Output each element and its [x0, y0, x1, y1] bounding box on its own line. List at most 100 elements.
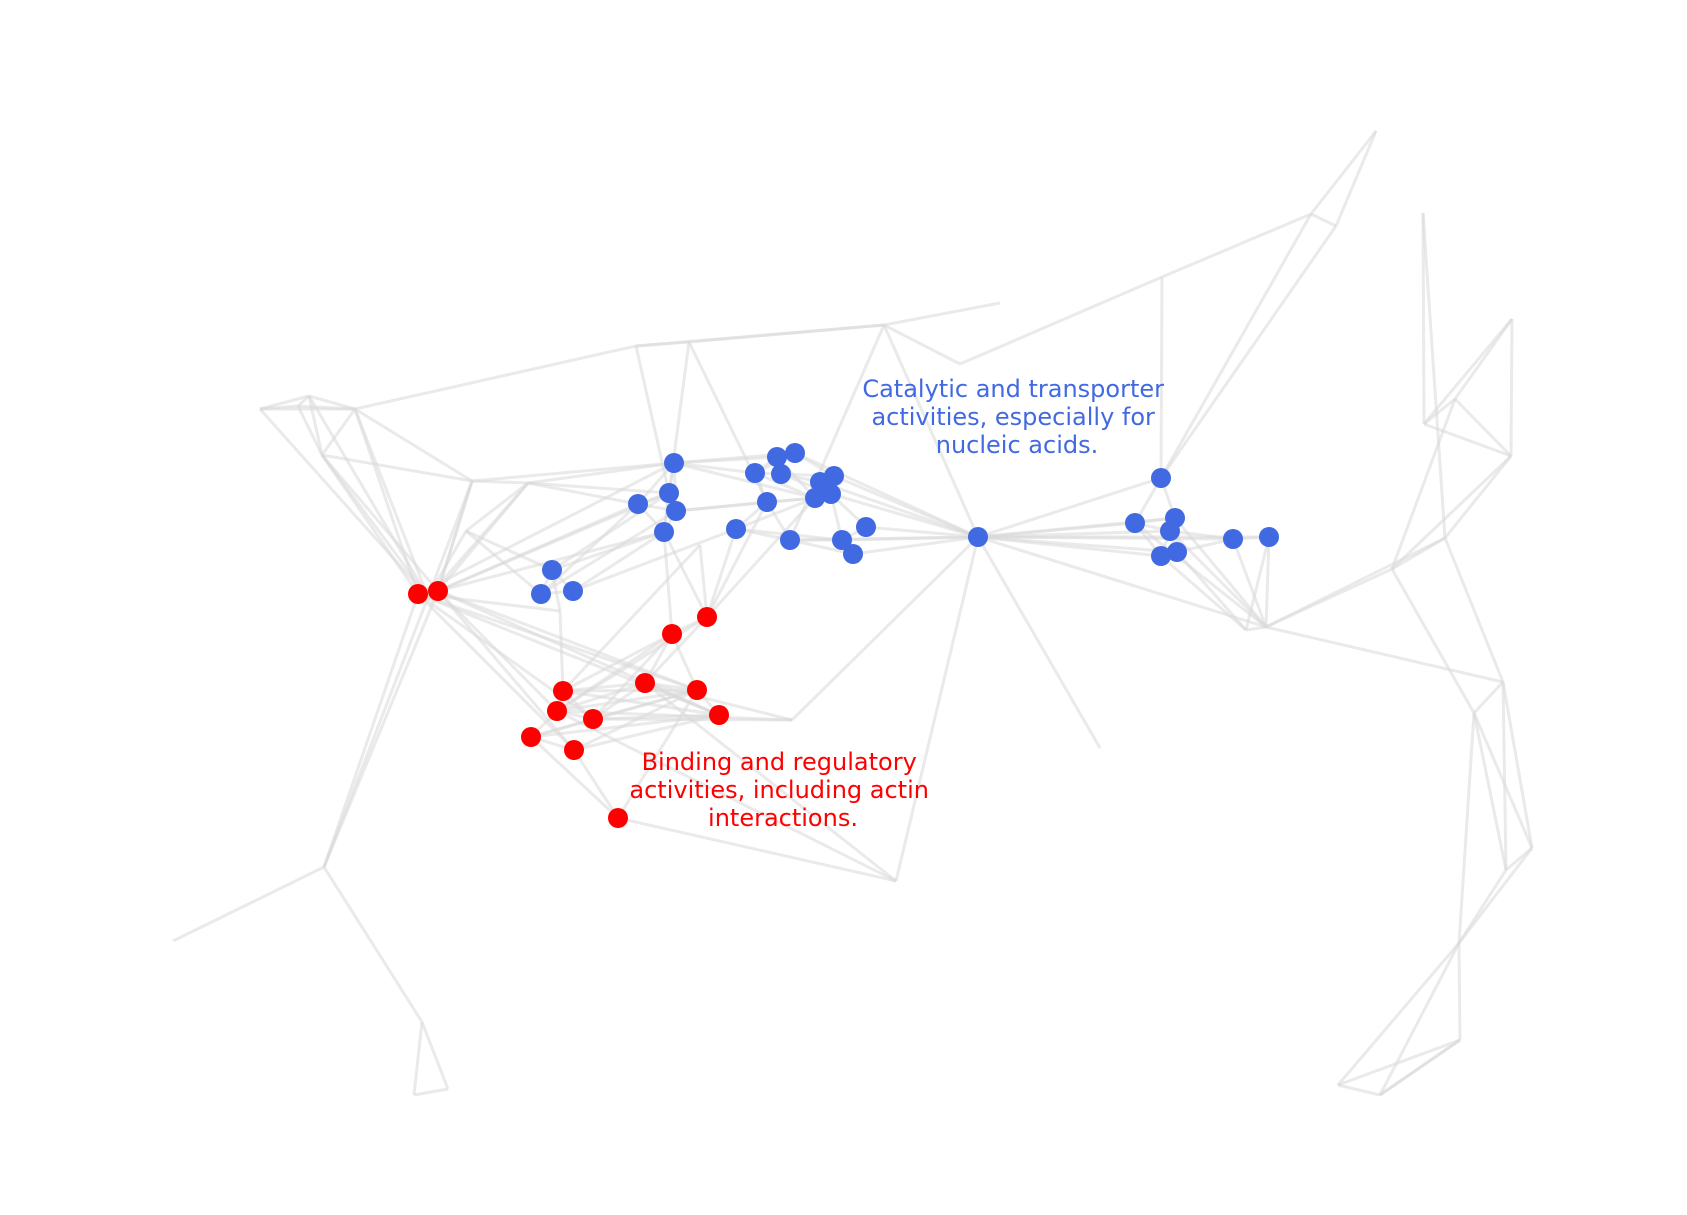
network-edge: [675, 500, 768, 513]
network-edge: [1472, 712, 1508, 871]
network-edge: [465, 529, 542, 596]
network-node-binding: [583, 709, 603, 729]
network-node-catalytic: [821, 484, 841, 504]
network-edge: [882, 324, 980, 538]
network-edge: [436, 480, 474, 592]
network-node-catalytic: [757, 492, 777, 512]
network-edge: [1309, 130, 1378, 215]
network-edge: [471, 461, 675, 483]
network-edge: [1391, 536, 1446, 571]
network-node-binding: [709, 705, 729, 725]
network-edge: [572, 527, 737, 593]
network-edge: [1390, 454, 1513, 571]
network-edge: [417, 461, 675, 596]
network-edge: [1337, 1083, 1381, 1097]
network-edge: [416, 592, 576, 752]
network-node-catalytic: [542, 560, 562, 580]
network-node-catalytic: [1151, 546, 1171, 566]
network-edge: [556, 709, 897, 883]
network-edge: [1159, 276, 1164, 479]
network-node-catalytic: [726, 519, 746, 539]
cluster-label-catalytic-line-3: nucleic acids.: [936, 431, 1098, 459]
network-edge: [562, 681, 646, 693]
network-node-catalytic: [968, 527, 988, 547]
network-edge: [321, 453, 473, 483]
network-edge: [1457, 847, 1534, 944]
network-edge: [297, 404, 356, 411]
network-node-binding: [608, 808, 628, 828]
network-edge: [413, 1087, 449, 1097]
network-node-catalytic: [1151, 468, 1171, 488]
network-edge: [436, 482, 530, 592]
network-edge: [307, 395, 324, 456]
network-edge: [662, 531, 709, 618]
network-edge: [894, 536, 980, 882]
network-edge: [617, 816, 897, 883]
network-edge: [852, 535, 979, 556]
network-node-catalytic: [1259, 527, 1279, 547]
network-node-catalytic: [1160, 521, 1180, 541]
network-edge: [819, 480, 979, 539]
network-edge: [420, 1021, 450, 1090]
network-edge: [754, 471, 816, 500]
network-edge: [1160, 554, 1247, 632]
network-edge: [558, 610, 565, 692]
network-edge: [1159, 225, 1338, 479]
network-edge: [688, 323, 885, 344]
network-node-catalytic: [666, 501, 686, 521]
network-node-catalytic: [856, 517, 876, 537]
network-edge: [1472, 680, 1505, 715]
network-edge: [1501, 681, 1508, 871]
cluster-label-catalytic-line-2: activities, especially for: [871, 403, 1155, 431]
network-edge: [436, 590, 576, 751]
network-edge: [1231, 538, 1268, 628]
network-edge: [354, 407, 473, 483]
network-edge: [1169, 529, 1234, 541]
network-edge: [1378, 942, 1461, 1096]
network-node-catalytic: [563, 581, 583, 601]
network-edge: [436, 589, 559, 713]
network-node-catalytic: [1125, 513, 1145, 533]
network-edge: [1159, 213, 1313, 479]
network-edge: [527, 461, 675, 485]
network-edge: [527, 481, 670, 495]
network-edge: [1509, 318, 1514, 457]
network-node-binding: [547, 701, 567, 721]
network-edge: [539, 502, 640, 596]
network-edge: [673, 461, 816, 500]
network-edge: [1457, 712, 1476, 944]
network-edge: [322, 866, 424, 1023]
network-node-catalytic: [1223, 529, 1243, 549]
network-edge: [172, 865, 325, 943]
network-node-catalytic: [654, 522, 674, 542]
network-edge: [296, 405, 324, 456]
network-edge: [1336, 942, 1461, 1086]
network-node-binding: [428, 581, 448, 601]
network-edge: [790, 535, 980, 722]
network-edge: [789, 538, 854, 556]
network-edge: [977, 476, 1162, 539]
network-edge: [259, 404, 299, 411]
network-edge: [1421, 212, 1447, 539]
network-edge: [529, 735, 620, 820]
cluster-label-binding-line-2: activities, including actin: [629, 776, 929, 804]
network-node-binding: [521, 727, 541, 747]
network-edge: [644, 681, 897, 883]
network-edge: [977, 535, 1267, 629]
network-edge: [354, 344, 637, 411]
network-node-catalytic: [664, 453, 684, 473]
cluster-label-binding-line-3: interactions.: [708, 804, 858, 832]
network-edge: [1244, 536, 1271, 631]
network-node-catalytic: [1167, 542, 1187, 562]
network-edge: [841, 535, 979, 542]
network-edge: [572, 530, 665, 593]
network-edge: [1334, 130, 1378, 227]
network-node-catalytic: [745, 463, 765, 483]
network-node-catalytic: [767, 447, 787, 467]
network-edge: [977, 535, 1178, 554]
network-edge: [1264, 536, 1271, 628]
node-layer: [408, 443, 1279, 828]
network-edge: [556, 632, 673, 713]
